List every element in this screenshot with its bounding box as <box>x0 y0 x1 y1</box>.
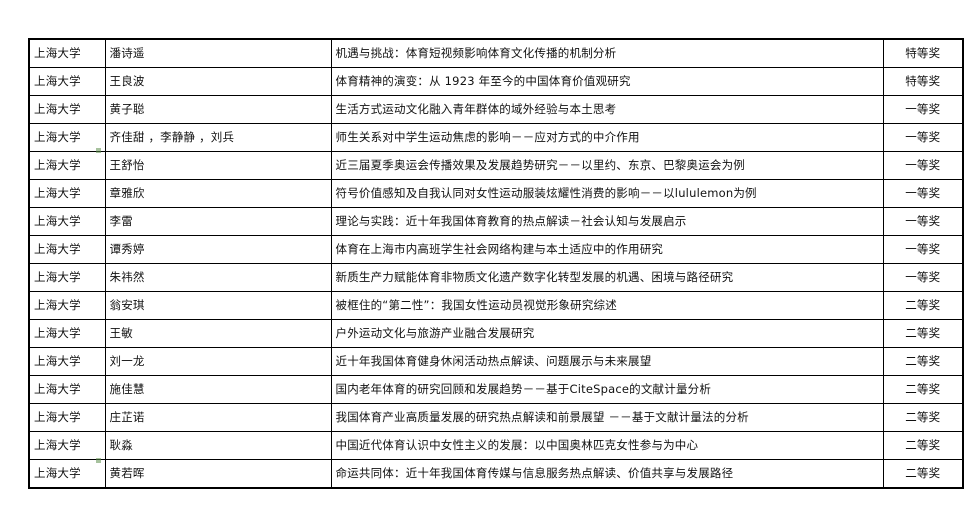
cell-title: 近十年我国体育健身休闲活动热点解读、问题展示与未来展望 <box>330 347 884 376</box>
cell-title: 命运共同体：近十年我国体育传媒与信息服务热点解读、价值共享与发展路径 <box>330 459 884 489</box>
cell-title: 师生关系对中学生运动焦虑的影响－－应对方式的中介作用 <box>330 123 884 152</box>
cell-award: 二等奖 <box>882 375 964 404</box>
table-row: 上海大学 王敏 户外运动文化与旅游产业融合发展研究 二等奖 <box>28 319 964 348</box>
table-row: 上海大学 章雅欣 符号价值感知及自我认同对女性运动服装炫耀性消费的影响－－以lulu… <box>28 179 964 208</box>
cell-author: 刘一龙 <box>104 347 332 376</box>
cell-award: 特等奖 <box>882 67 964 96</box>
table-row: 上海大学 谭秀婷 体育在上海市内高班学生社会网络构建与本土适应中的作用研究 一等奖 <box>28 235 964 264</box>
cell-author: 庄芷诺 <box>104 403 332 432</box>
table-row: 上海大学 朱祎然 新质生产力赋能体育非物质文化遗产数字化转型发展的机遇、困境与路径研… <box>28 263 964 292</box>
cell-title: 理论与实践：近十年我国体育教育的热点解读－社会认知与发展启示 <box>330 207 884 236</box>
cell-award: 一等奖 <box>882 179 964 208</box>
cell-institution: 上海大学 <box>28 151 106 180</box>
cell-institution: 上海大学 <box>28 263 106 292</box>
table-row: 上海大学 李雷 理论与实践：近十年我国体育教育的热点解读－社会认知与发展启示 一等奖 <box>28 207 964 236</box>
cell-award: 特等奖 <box>882 38 964 68</box>
cell-institution: 上海大学 <box>28 375 106 404</box>
table-row: 上海大学 王良波 体育精神的演变：从 1923 年至今的中国体育价值观研究 特等奖 <box>28 67 964 96</box>
cell-title: 机遇与挑战：体育短视频影响体育文化传播的机制分析 <box>330 38 884 68</box>
cell-award: 二等奖 <box>882 319 964 348</box>
cell-author: 施佳慧 <box>104 375 332 404</box>
table-row: 上海大学 黄若晖 命运共同体：近十年我国体育传媒与信息服务热点解读、价值共享与发展路… <box>28 459 964 489</box>
cell-institution: 上海大学 <box>28 67 106 96</box>
cell-award: 二等奖 <box>882 291 964 320</box>
cell-author: 王舒怡 <box>104 151 332 180</box>
cell-title: 体育在上海市内高班学生社会网络构建与本土适应中的作用研究 <box>330 235 884 264</box>
award-table-body: 上海大学 潘诗遥 机遇与挑战：体育短视频影响体育文化传播的机制分析 特等奖 上海大学 王良… <box>28 38 964 489</box>
cell-author: 王良波 <box>104 67 332 96</box>
cell-institution: 上海大学 <box>28 459 106 489</box>
cell-title: 体育精神的演变：从 1923 年至今的中国体育价值观研究 <box>330 67 884 96</box>
table-row: 上海大学 耿淼 中国近代体育认识中女性主义的发展：以中国奥林匹克女性参与为中心 二等奖 <box>28 431 964 460</box>
cell-author: 章雅欣 <box>104 179 332 208</box>
cell-author: 耿淼 <box>104 431 332 460</box>
cell-author: 潘诗遥 <box>104 38 332 68</box>
cell-author: 黄子聪 <box>104 95 332 124</box>
cell-institution: 上海大学 <box>28 291 106 320</box>
cell-institution: 上海大学 <box>28 403 106 432</box>
cell-award: 二等奖 <box>882 403 964 432</box>
cell-award: 一等奖 <box>882 123 964 152</box>
cell-award: 一等奖 <box>882 235 964 264</box>
cell-title: 中国近代体育认识中女性主义的发展：以中国奥林匹克女性参与为中心 <box>330 431 884 460</box>
cell-award: 一等奖 <box>882 151 964 180</box>
cell-institution: 上海大学 <box>28 38 106 68</box>
award-table-container: 上海大学 潘诗遥 机遇与挑战：体育短视频影响体育文化传播的机制分析 特等奖 上海大学 王良… <box>28 38 964 489</box>
cell-award: 二等奖 <box>882 459 964 489</box>
table-row: 上海大学 齐佳甜 ，李静静 ，刘兵 师生关系对中学生运动焦虑的影响－－应对方式的中介… <box>28 123 964 152</box>
table-row: 上海大学 刘一龙 近十年我国体育健身休闲活动热点解读、问题展示与未来展望 二等奖 <box>28 347 964 376</box>
cell-author: 齐佳甜 ，李静静 ，刘兵 <box>104 123 332 152</box>
cell-author: 谭秀婷 <box>104 235 332 264</box>
cell-award: 一等奖 <box>882 263 964 292</box>
cell-author: 李雷 <box>104 207 332 236</box>
cell-award: 二等奖 <box>882 431 964 460</box>
cell-title: 国内老年体育的研究回顾和发展趋势－－基于CiteSpace的文献计量分析 <box>330 375 884 404</box>
cell-author: 翁安琪 <box>104 291 332 320</box>
table-row: 上海大学 施佳慧 国内老年体育的研究回顾和发展趋势－－基于CiteSpace的文献计… <box>28 375 964 404</box>
table-row: 上海大学 庄芷诺 我国体育产业高质量发展的研究热点解读和前景展望 －－基于文献计量法… <box>28 403 964 432</box>
cell-institution: 上海大学 <box>28 179 106 208</box>
cell-institution: 上海大学 <box>28 347 106 376</box>
cell-title: 我国体育产业高质量发展的研究热点解读和前景展望 －－基于文献计量法的分析 <box>330 403 884 432</box>
cell-award: 一等奖 <box>882 95 964 124</box>
cell-author: 王敏 <box>104 319 332 348</box>
cell-author: 黄若晖 <box>104 459 332 489</box>
cell-institution: 上海大学 <box>28 207 106 236</box>
cell-institution: 上海大学 <box>28 95 106 124</box>
cell-author: 朱祎然 <box>104 263 332 292</box>
cell-institution: 上海大学 <box>28 235 106 264</box>
table-row: 上海大学 王舒怡 近三届夏季奥运会传播效果及发展趋势研究－－以里约、东京、巴黎奥运会… <box>28 151 964 180</box>
cell-institution: 上海大学 <box>28 431 106 460</box>
award-table: 上海大学 潘诗遥 机遇与挑战：体育短视频影响体育文化传播的机制分析 特等奖 上海大学 王良… <box>28 38 964 489</box>
cell-title: 符号价值感知及自我认同对女性运动服装炫耀性消费的影响－－以lululemon为例 <box>330 179 884 208</box>
table-row: 上海大学 翁安琪 被框住的“第二性”：我国女性运动员视觉形象研究综述 二等奖 <box>28 291 964 320</box>
cell-institution: 上海大学 <box>28 319 106 348</box>
cell-title: 生活方式运动文化融入青年群体的域外经验与本土思考 <box>330 95 884 124</box>
cell-award: 二等奖 <box>882 347 964 376</box>
cell-title: 户外运动文化与旅游产业融合发展研究 <box>330 319 884 348</box>
cell-institution: 上海大学 <box>28 123 106 152</box>
cell-award: 一等奖 <box>882 207 964 236</box>
cell-title: 被框住的“第二性”：我国女性运动员视觉形象研究综述 <box>330 291 884 320</box>
cell-title: 近三届夏季奥运会传播效果及发展趋势研究－－以里约、东京、巴黎奥运会为例 <box>330 151 884 180</box>
table-row: 上海大学 潘诗遥 机遇与挑战：体育短视频影响体育文化传播的机制分析 特等奖 <box>28 38 964 68</box>
cell-title: 新质生产力赋能体育非物质文化遗产数字化转型发展的机遇、困境与路径研究 <box>330 263 884 292</box>
table-row: 上海大学 黄子聪 生活方式运动文化融入青年群体的域外经验与本土思考 一等奖 <box>28 95 964 124</box>
